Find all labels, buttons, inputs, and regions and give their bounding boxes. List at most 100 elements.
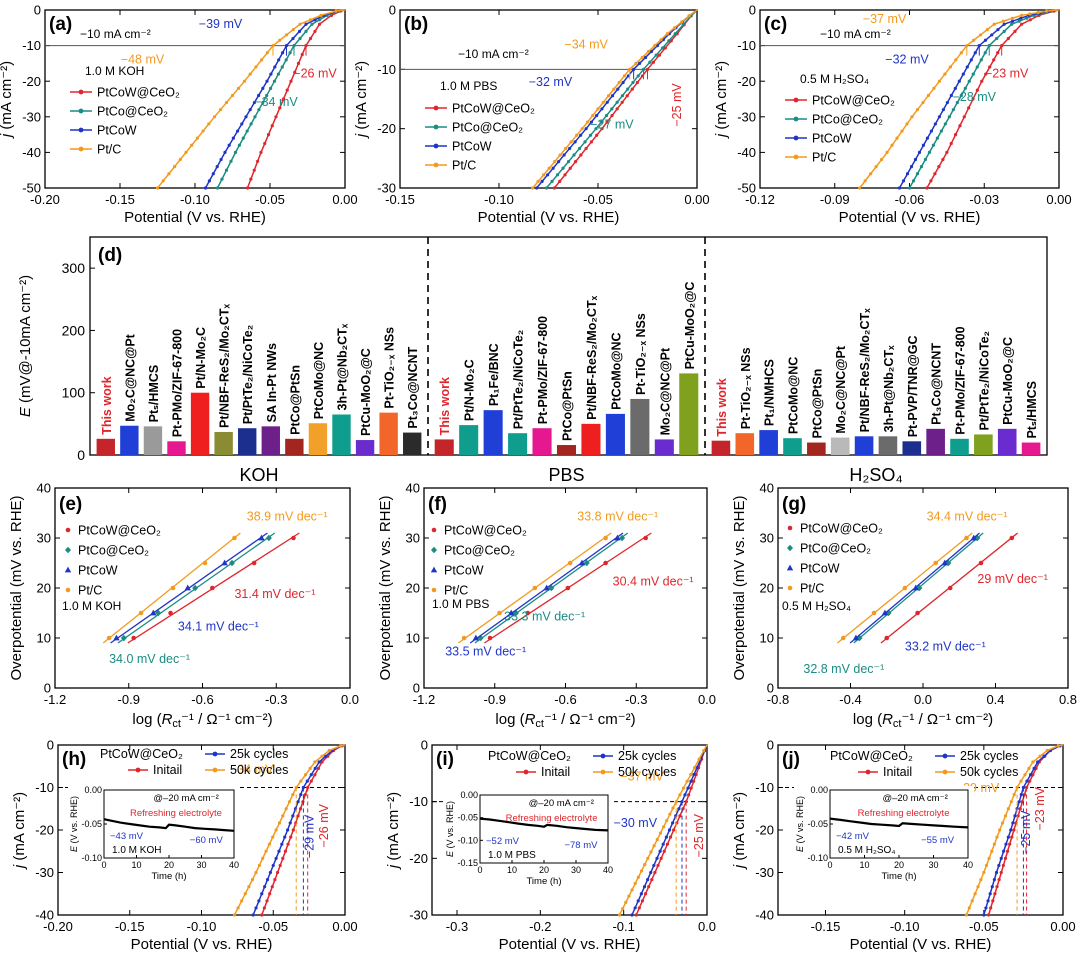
x-axis-label: Potential (V vs. RHE) [131,936,273,953]
data-point [900,129,904,133]
data-point [646,856,650,860]
data-point [1008,842,1012,846]
data-point [958,124,962,128]
x-tick-label: 0.00 [684,192,709,207]
data-point [616,87,620,91]
inset-y-label: E (V vs. RHE) [795,796,805,852]
x-tick-label: -0.3 [265,692,287,707]
panel-title: PtCoW@CeO₂ [100,747,183,761]
data-point [257,93,261,98]
data-point [170,585,176,591]
bar [403,432,422,455]
x-tick-label: -0.9 [118,692,140,707]
bar [581,423,601,455]
inset-start-label: −52 mV [486,836,520,847]
legend-marker [600,769,606,775]
bar [332,414,351,455]
data-point [1013,814,1017,818]
data-point [978,560,984,566]
legend-marker [212,767,218,773]
data-point [686,786,690,790]
data-point [277,849,281,853]
data-point [551,166,555,170]
data-point [594,127,598,131]
data-point [687,14,691,18]
data-point [236,86,241,90]
inset-x-tick-label: 0 [101,860,106,870]
y-tick-label: -20 [35,823,54,838]
inset-end-label: −78 mV [564,840,598,851]
data-point [1002,22,1006,26]
data-point [215,165,219,169]
data-point [665,32,669,36]
y-axis-label: Overpotential (mV vs. RHE) [731,495,748,680]
bar-label: Pt-TiO₂₋ₓ NSs [634,313,648,395]
data-point [265,877,270,882]
legend-marker [212,751,218,757]
data-point [996,27,1000,32]
data-point [976,885,980,889]
data-point [971,97,975,101]
annotation-label: −30 mV [614,816,658,830]
data-point [1045,748,1049,753]
data-point [678,814,682,818]
data-point [195,136,199,140]
inset-x-tick-label: 40 [963,860,973,870]
bar-label: 3h-Pt@Nb₂CTₓ [882,345,896,432]
y-tick-label: -10 [409,794,428,809]
data-point [636,74,640,78]
y-axis-label: j (mA cm⁻²) [713,61,730,139]
legend-label: PtCoW@CeO₂ [78,524,161,538]
data-point [577,146,582,151]
data-point [310,22,314,26]
y-tick-label: 100 [62,385,86,401]
data-point [232,535,237,541]
legend-label: PtCo@CeO₂ [452,121,523,135]
data-point [236,129,240,133]
data-point [313,29,317,33]
y-axis-label: j (mA cm⁻²) [11,792,28,870]
data-point [660,46,665,50]
inset-y-tick-label: -0.10 [81,853,102,863]
data-point [982,870,986,875]
x-tick-label: 0.0 [698,919,716,934]
data-point [245,129,249,133]
electrolyte-label: 1.0 M PBS [440,79,497,93]
bar [532,428,552,455]
data-point [871,610,877,616]
x-axis-label-part: ⁻¹ / Ω⁻¹ cm⁻²) [544,711,636,728]
data-point [281,856,285,860]
x-tick-label: 0.00 [332,919,357,934]
data-point [291,828,295,832]
data-point [245,186,250,190]
data-point [1006,807,1010,811]
inset-h: 0 10 20 30 40 0.00 -0.05 -0.10 @–20 mA cm⁻² Refre… [68,785,240,886]
y-tick-label: -10 [22,38,41,53]
data-point [536,179,540,184]
data-point [630,913,634,917]
bar [759,430,778,455]
legend-marker [793,116,799,122]
data-point [579,133,583,137]
data-point [933,172,937,176]
data-point [281,97,286,101]
inset-end-label: −55 mV [921,835,955,846]
data-point [984,72,988,76]
bar [308,423,328,455]
inset-electrolyte: 0.5 M H₂SO₄ [838,845,895,856]
data-point [268,870,272,875]
data-point [305,779,309,783]
y-tick-label: 30 [406,531,420,546]
data-point [248,108,252,112]
x-tick-label: 0.00 [1050,919,1075,934]
data-point [915,610,920,616]
bar-label: SA In-Pt NWs [265,343,279,422]
data-point [634,913,638,917]
slope-label: 31.4 mV dec⁻¹ [234,587,315,601]
inset-condition: @–20 mA cm⁻² [153,793,218,804]
data-point [487,635,493,641]
data-point [1042,754,1046,758]
data-point [640,899,645,903]
legend-marker [787,585,793,591]
data-point [227,143,231,147]
